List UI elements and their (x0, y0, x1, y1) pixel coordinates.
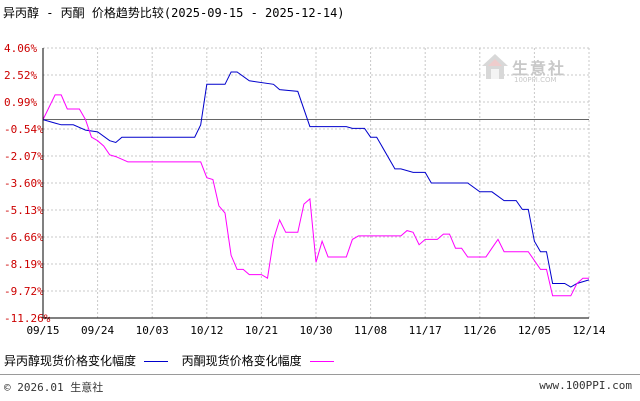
watermark-logo: 生意社 100PPI.COM (480, 52, 564, 87)
series-line-isopropanol (42, 71, 590, 288)
x-tick-label: 09/24 (81, 324, 114, 337)
y-tick-label: -2.07% (4, 150, 44, 163)
series-line-acetone (42, 94, 589, 297)
x-tick-label: 12/05 (518, 324, 551, 337)
y-tick-label: -11.26% (4, 312, 51, 325)
legend-swatch (143, 361, 168, 362)
legend: 异丙醇现货价格变化幅度 丙酮现货价格变化幅度 (4, 352, 344, 369)
footer-bar: © 2026.01 生意社 www.100PPI.com (0, 374, 640, 401)
x-tick-label: 10/12 (190, 324, 223, 337)
y-tick-label: 4.06% (4, 42, 37, 55)
x-tick-label: 11/26 (463, 324, 496, 337)
y-tick-label: -5.13% (4, 204, 44, 217)
x-tick-label: 09/15 (26, 324, 59, 337)
legend-label: 丙酮现货价格变化幅度 (181, 354, 302, 368)
chart-title: 异丙醇 - 丙酮 价格趋势比较(2025-09-15 - 2025-12-14) (3, 6, 345, 20)
y-tick-label: 2.52% (4, 69, 37, 82)
house-logo-icon (482, 54, 508, 79)
site-url: www.100PPI.com (539, 379, 632, 392)
watermark-subtext: 100PPI.COM (514, 76, 557, 84)
copyright-text: © 2026.01 生意社 (4, 381, 104, 394)
legend-item-acetone: 丙酮现货价格变化幅度 (182, 352, 334, 369)
x-tick-label: 12/14 (572, 324, 605, 337)
y-tick-label: -3.60% (4, 177, 44, 190)
y-tick-label: -8.19% (4, 258, 44, 271)
x-tick-label: 11/17 (409, 324, 442, 337)
x-tick-label: 10/30 (299, 324, 332, 337)
legend-swatch (309, 361, 334, 362)
y-tick-label: -9.72% (4, 285, 44, 298)
x-tick-label: 10/21 (245, 324, 278, 337)
x-tick-label: 10/03 (136, 324, 169, 337)
legend-label: 异丙醇现货价格变化幅度 (4, 354, 137, 368)
y-tick-label: 0.99% (4, 96, 37, 109)
legend-item-isopropanol: 异丙醇现货价格变化幅度 (4, 352, 168, 369)
y-tick-label: -6.66% (4, 231, 44, 244)
y-tick-label: -0.54% (4, 123, 44, 136)
watermark-text: 生意社 (512, 59, 567, 78)
x-tick-label: 11/08 (354, 324, 387, 337)
